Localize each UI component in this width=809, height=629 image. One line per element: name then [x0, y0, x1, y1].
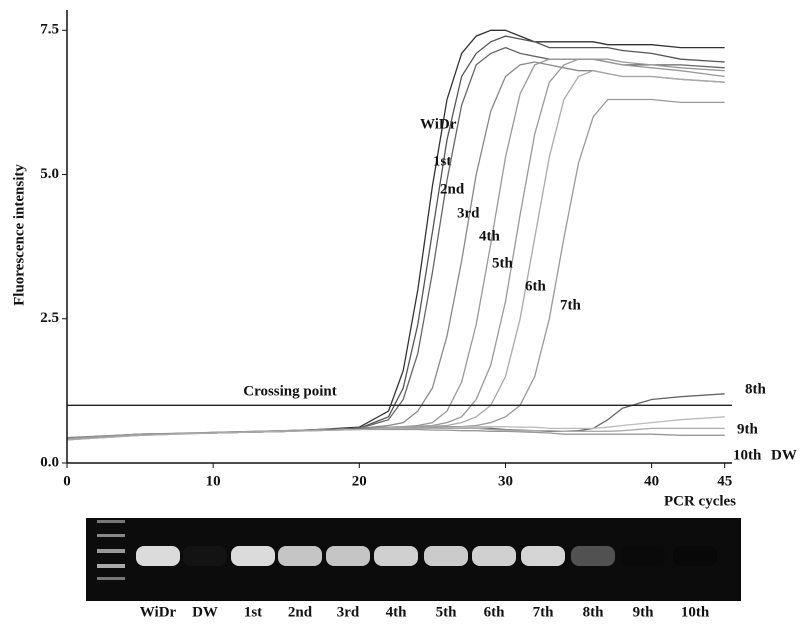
- series-label: 7th: [560, 297, 581, 313]
- ladder-band: [97, 520, 125, 523]
- y-tick-label: 0.0: [40, 454, 59, 470]
- x-tick-label: 45: [717, 473, 732, 489]
- lane-label: 4th: [386, 604, 407, 620]
- series-label: 3rd: [457, 205, 480, 221]
- gel-band: [521, 546, 565, 566]
- series-label: DW: [771, 447, 797, 463]
- series-line: [67, 71, 725, 440]
- gel-band: [136, 546, 180, 566]
- series-line: [67, 59, 725, 438]
- series-line: [67, 62, 725, 440]
- y-axis-label: Fluorescence intensity: [11, 164, 27, 306]
- lane-label: 9th: [633, 604, 654, 620]
- ladder-band: [97, 564, 125, 568]
- gel-band: [326, 546, 370, 566]
- lane-label: 8th: [583, 604, 604, 620]
- x-axis-label: PCR cycles: [664, 493, 736, 509]
- gel-band: [231, 546, 275, 566]
- lane-label: 1st: [244, 604, 262, 620]
- series-label: 9th: [737, 421, 758, 437]
- ladder-band: [97, 534, 125, 537]
- series-label: 5th: [492, 255, 513, 271]
- series-label: 8th: [745, 381, 766, 397]
- y-tick-label: 7.5: [40, 22, 59, 38]
- series-label: 10th: [733, 447, 762, 463]
- series-line: [67, 36, 725, 439]
- series-label: 1st: [433, 153, 451, 169]
- ladder-band: [97, 577, 125, 580]
- x-tick-label: 40: [644, 473, 659, 489]
- series-line: [67, 100, 725, 439]
- series-line: [67, 394, 725, 439]
- x-tick-label: 10: [206, 473, 221, 489]
- gel-band: [673, 546, 717, 566]
- gel-band: [183, 546, 227, 566]
- gel-band: [374, 546, 418, 566]
- gel-band: [472, 546, 516, 566]
- lane-label: 5th: [436, 604, 457, 620]
- x-tick-label: 30: [498, 473, 513, 489]
- ladder-band: [97, 549, 125, 553]
- y-tick-label: 5.0: [40, 166, 59, 182]
- gel-band: [571, 546, 615, 566]
- lane-label: 6th: [484, 604, 505, 620]
- lane-label: 3rd: [337, 604, 360, 620]
- lane-label: 7th: [533, 604, 554, 620]
- lane-label: WiDr: [140, 604, 177, 620]
- gel-band: [621, 546, 665, 566]
- lane-label: 10th: [681, 604, 710, 620]
- series-label: 6th: [525, 278, 546, 294]
- series-line: [67, 48, 725, 438]
- threshold-label: Crossing point: [243, 384, 337, 400]
- series-line: [67, 30, 725, 440]
- lane-label: 2nd: [288, 604, 313, 620]
- series-label: 4th: [479, 228, 500, 244]
- series-line: [67, 59, 725, 439]
- x-tick-label: 20: [352, 473, 367, 489]
- series-label: 2nd: [440, 181, 465, 197]
- gel-band: [278, 546, 322, 566]
- x-tick-label: 0: [63, 473, 71, 489]
- figure: Fluorescence intensity PCR cycles WiDr DW…: [0, 0, 809, 624]
- lane-label: DW: [192, 604, 218, 620]
- gel-band: [424, 546, 468, 566]
- y-tick-label: 2.5: [40, 310, 59, 326]
